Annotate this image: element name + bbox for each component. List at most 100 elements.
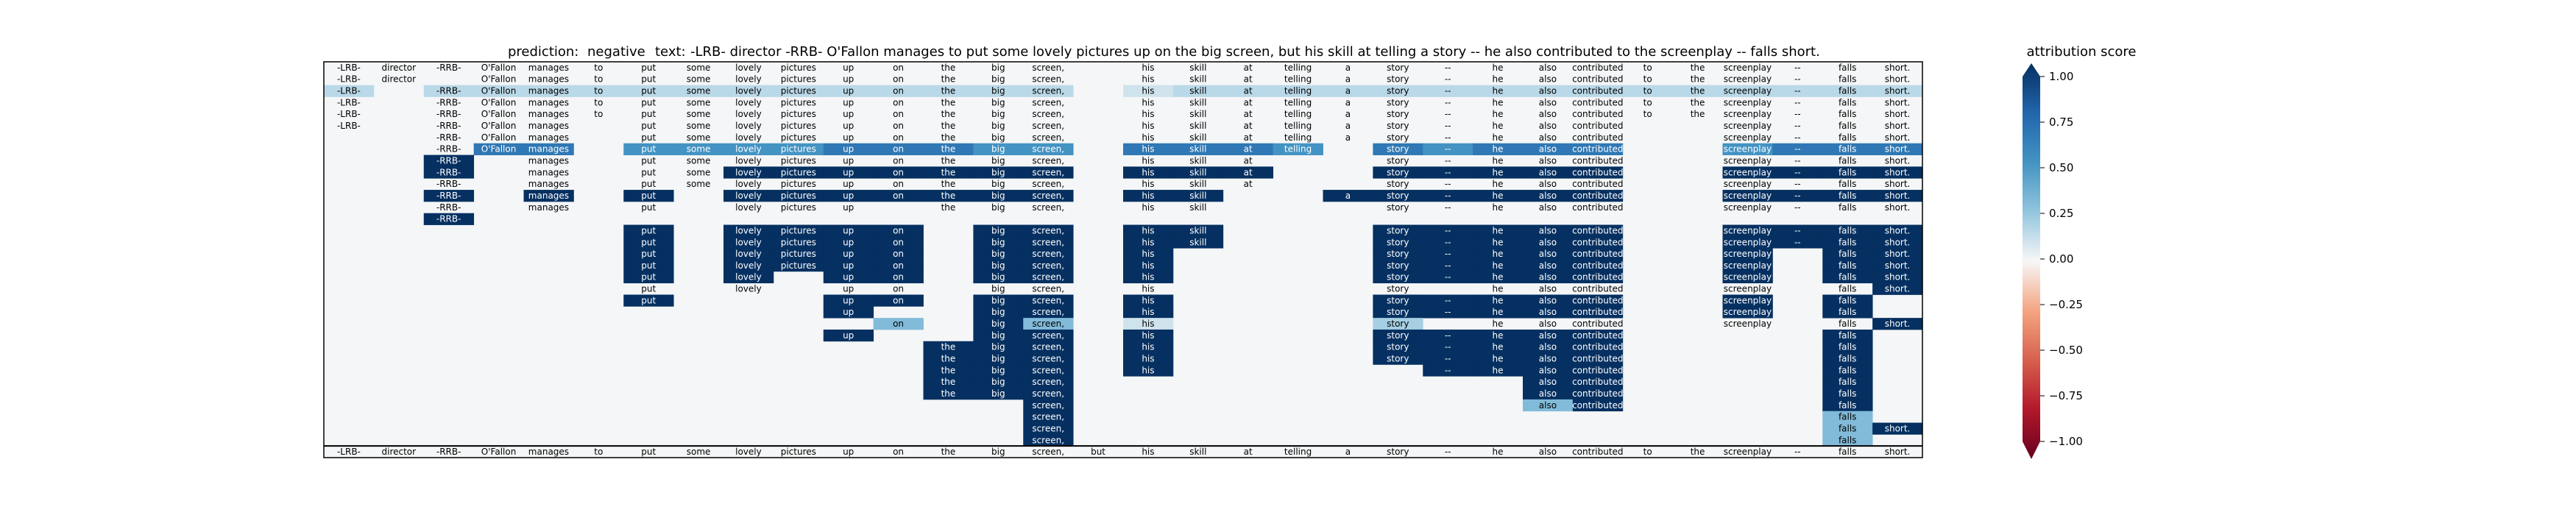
token-label: screen, xyxy=(1032,412,1064,422)
heatmap-cell xyxy=(1123,260,1174,272)
token-label: pictures xyxy=(781,109,816,119)
token-label: at xyxy=(1244,447,1253,457)
token-label: falls xyxy=(1839,423,1857,433)
heatmap-cell xyxy=(1423,224,1473,237)
token-label: big xyxy=(991,377,1005,387)
token-label: story xyxy=(1387,295,1409,305)
heatmap-cell xyxy=(973,143,1024,155)
token-label: the xyxy=(1691,63,1705,73)
heatmap-cell xyxy=(923,376,974,388)
colorbar-tick-label: 0.00 xyxy=(2049,252,2073,266)
token-label: contributed xyxy=(1572,319,1623,329)
token-label: short. xyxy=(1885,225,1911,235)
heatmap-token-labels: -LRB-director -RRB- O'Fallon manages to put so… xyxy=(337,63,1910,457)
token-label: contributed xyxy=(1572,377,1623,387)
heatmap-cell xyxy=(1523,364,1574,377)
token-label: falls xyxy=(1839,435,1857,445)
token-label: also xyxy=(1539,447,1557,457)
heatmap-cell xyxy=(1473,236,1524,249)
prediction-label: prediction: xyxy=(508,44,578,60)
heatmap-cell xyxy=(1023,364,1074,377)
token-label: short. xyxy=(1885,202,1911,213)
token-label: story xyxy=(1387,74,1409,85)
token-label: up xyxy=(843,109,854,119)
heatmap-cell xyxy=(1123,352,1174,365)
token-label: lovely xyxy=(735,132,762,143)
heatmap-cell xyxy=(1722,248,1773,260)
heatmap-cell xyxy=(1672,85,1723,97)
heatmap-cell xyxy=(823,224,874,237)
token-label: he xyxy=(1493,319,1504,329)
token-label: short. xyxy=(1885,260,1911,271)
token-label: the xyxy=(1691,97,1705,107)
token-label: pictures xyxy=(781,225,816,235)
heatmap-cell xyxy=(1172,190,1224,202)
heatmap-cell xyxy=(1523,166,1574,179)
token-label: his xyxy=(1142,260,1154,271)
heatmap-cell xyxy=(1822,411,1873,423)
token-label: his xyxy=(1142,191,1154,201)
heatmap-cell xyxy=(1123,85,1174,97)
heatmap-cell xyxy=(1822,271,1873,284)
heatmap-cell xyxy=(1473,85,1524,97)
token-label: story xyxy=(1387,191,1409,201)
token-label: manages xyxy=(528,179,569,189)
token-label: some xyxy=(687,144,711,154)
token-label: screen, xyxy=(1032,400,1064,411)
heatmap-cell xyxy=(1572,236,1624,249)
token-label: screenplay xyxy=(1724,132,1772,143)
token-label: put xyxy=(641,132,656,143)
token-label: his xyxy=(1142,307,1154,317)
token-label: story xyxy=(1387,167,1409,177)
heatmap-cell xyxy=(1423,271,1473,284)
heatmap-cell xyxy=(1822,352,1873,365)
heatmap-cell xyxy=(1523,248,1574,260)
token-label: also xyxy=(1539,179,1557,189)
heatmap-cell xyxy=(623,143,674,155)
token-label: up xyxy=(843,330,854,341)
heatmap-cell xyxy=(1572,294,1624,307)
token-label: lovely xyxy=(735,144,762,154)
heatmap-cell xyxy=(723,224,774,237)
heatmap-cell xyxy=(1023,260,1074,272)
token-label: story xyxy=(1387,156,1409,166)
token-label: skill xyxy=(1189,121,1206,131)
token-label: put xyxy=(641,144,656,154)
token-label: screenplay xyxy=(1724,74,1772,85)
token-label: his xyxy=(1142,447,1154,457)
token-label: on xyxy=(893,144,904,154)
token-label: O'Fallon xyxy=(481,121,517,131)
token-label: on xyxy=(893,74,904,85)
token-label: he xyxy=(1493,307,1504,317)
token-label: contributed xyxy=(1572,342,1623,352)
token-label: his xyxy=(1142,179,1154,189)
token-label: the xyxy=(941,365,956,375)
heatmap-cell xyxy=(723,143,774,155)
token-label: screen, xyxy=(1032,272,1064,283)
token-label: falls xyxy=(1839,86,1857,96)
token-label: he xyxy=(1493,167,1504,177)
token-label: the xyxy=(941,144,956,154)
token-label: falls xyxy=(1839,121,1857,131)
token-label: -RRB- xyxy=(436,214,461,224)
token-label: story xyxy=(1387,86,1409,96)
heatmap-cell xyxy=(1172,166,1224,179)
token-label: some xyxy=(687,121,711,131)
token-label: -- xyxy=(1794,144,1801,154)
token-label: falls xyxy=(1839,260,1857,271)
token-label: put xyxy=(641,97,656,107)
token-label: contributed xyxy=(1572,260,1623,271)
heatmap-cell xyxy=(1123,306,1174,319)
heatmap-cell xyxy=(1023,411,1074,423)
heatmap-cell xyxy=(1423,190,1473,202)
token-label: to xyxy=(1643,86,1652,96)
token-label: lovely xyxy=(735,237,762,247)
token-label: big xyxy=(991,249,1005,259)
token-label: manages xyxy=(528,191,569,201)
token-label: a xyxy=(1345,132,1351,143)
token-label: some xyxy=(687,63,711,73)
token-label: his xyxy=(1142,365,1154,375)
heatmap-cell xyxy=(973,364,1024,377)
token-label: he xyxy=(1493,121,1504,131)
heatmap-cell xyxy=(1772,236,1823,249)
